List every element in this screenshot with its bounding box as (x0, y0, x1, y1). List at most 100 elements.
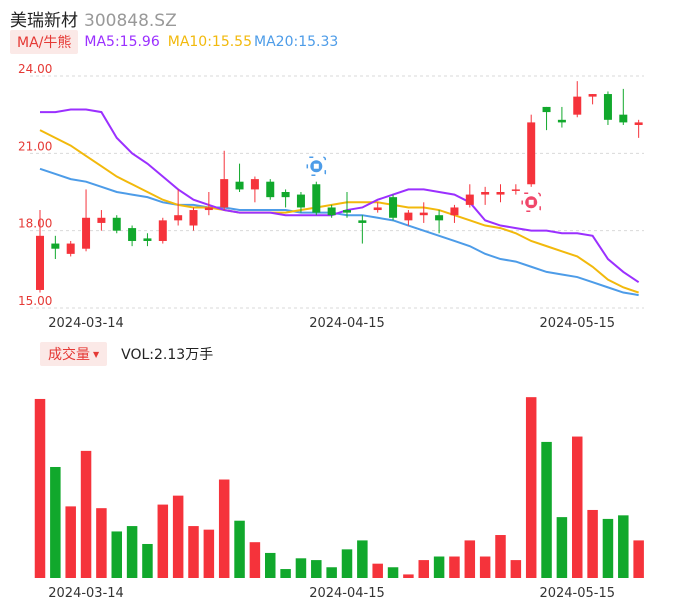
candle-body (511, 189, 520, 191)
volume-bar (479, 556, 491, 578)
price-tick-label: 15.00 (18, 294, 52, 308)
volume-value: VOL:2.13万手 (121, 347, 214, 363)
volume-date-label: 2024-03-14 (48, 586, 124, 601)
volume-bar (341, 549, 353, 578)
ma5-value: MA5:15.96 (84, 34, 160, 50)
candle-body (143, 238, 152, 241)
volume-bar (50, 466, 61, 578)
volume-bar (433, 556, 445, 578)
date-label: 2024-04-15 (309, 316, 385, 331)
candle-body (542, 106, 551, 113)
candle-body (343, 210, 351, 213)
volume-bar (326, 567, 337, 578)
candle-body (327, 207, 336, 216)
candle-body (404, 212, 413, 221)
bull-signal-icon (521, 192, 541, 213)
volume-bar (249, 542, 261, 578)
volume-bar (34, 398, 46, 578)
volume-bar (218, 479, 230, 578)
ma-indicator-button[interactable]: MA/牛熊 (10, 30, 79, 54)
candle-body (112, 217, 121, 231)
candle-body (588, 94, 597, 97)
date-label: 2024-05-15 (539, 316, 615, 331)
ma20-value: MA20:15.33 (254, 34, 339, 50)
candle-body (481, 192, 490, 195)
candle-body (296, 194, 305, 208)
volume-bar (280, 569, 291, 578)
candle-body (128, 228, 137, 241)
candle-body (97, 217, 106, 223)
candle-body (557, 119, 566, 123)
candle-body (603, 94, 612, 120)
date-label: 2024-03-14 (48, 316, 124, 331)
volume-bar (449, 556, 460, 578)
volume-bar (188, 526, 199, 578)
candle-body (82, 217, 91, 249)
price-tick-label: 24.00 (18, 62, 52, 76)
ma10-value: MA10:15.55 (167, 34, 253, 50)
price-tick-label: 21.00 (18, 139, 52, 153)
volume-bar (372, 563, 383, 578)
volume-bar (357, 540, 368, 578)
volume-bar (234, 520, 245, 578)
price-tick-label: 18.00 (18, 217, 52, 231)
volume-bar (80, 450, 92, 578)
candle-body (158, 220, 167, 241)
signal-markers (306, 156, 541, 213)
marker-frame (306, 156, 327, 176)
candle-body (66, 243, 75, 254)
candle-body (373, 207, 382, 211)
volume-date-label: 2024-05-15 (539, 586, 615, 601)
candle-body (465, 194, 474, 205)
candle-body (435, 215, 444, 221)
ma5-line (40, 108, 640, 284)
ma-lines (39, 108, 640, 297)
candle-body (527, 122, 536, 185)
candle-body (619, 114, 628, 123)
ma10-line (39, 129, 639, 294)
ma20-line (39, 167, 639, 297)
candle-body (51, 243, 60, 249)
dropdown-arrow-icon: ▼ (93, 349, 100, 359)
candlesticks (36, 81, 643, 293)
stock-name: 美瑞新材 (10, 11, 78, 31)
volume-bar (556, 517, 568, 578)
volume-bar (510, 560, 522, 578)
volume-bar (387, 567, 399, 578)
volume-bar (65, 506, 76, 578)
volume-bar (602, 518, 614, 578)
price-axis: 24.00 21.00 18.00 15.00 (18, 62, 52, 308)
bear-signal-icon (306, 156, 327, 176)
volume-bar (126, 526, 138, 578)
candle-body (358, 220, 367, 223)
volume-bar (96, 508, 107, 578)
marker-frame (521, 192, 541, 213)
candle-body (312, 184, 321, 213)
marker-glyph (313, 163, 319, 169)
volume-legend: 成交量 ▼ VOL:2.13万手 (40, 342, 213, 366)
candle-body (634, 122, 643, 125)
volume-bar (111, 531, 122, 578)
volume-bar (142, 543, 153, 578)
volume-bar (311, 560, 322, 578)
volume-bar (541, 441, 552, 578)
volume-bar (403, 574, 414, 578)
candle-body (573, 96, 582, 115)
candle-body (281, 192, 290, 198)
candle-body (419, 212, 428, 216)
volume-bar (525, 397, 537, 578)
volume-bar (172, 495, 184, 578)
volume-bar (572, 436, 583, 578)
volume-bar (587, 509, 598, 578)
volume-date-label: 2024-04-15 (309, 586, 385, 601)
candle-body (250, 179, 259, 190)
candle-body (266, 181, 275, 198)
volume-indicator-button[interactable]: 成交量 ▼ (40, 342, 108, 366)
candle-body (450, 207, 459, 216)
volume-bar (203, 529, 215, 578)
volume-bar (265, 552, 276, 578)
volume-bar (633, 540, 644, 578)
marker-glyph (528, 199, 534, 205)
candle-body (174, 215, 183, 221)
volume-bar (418, 560, 429, 578)
